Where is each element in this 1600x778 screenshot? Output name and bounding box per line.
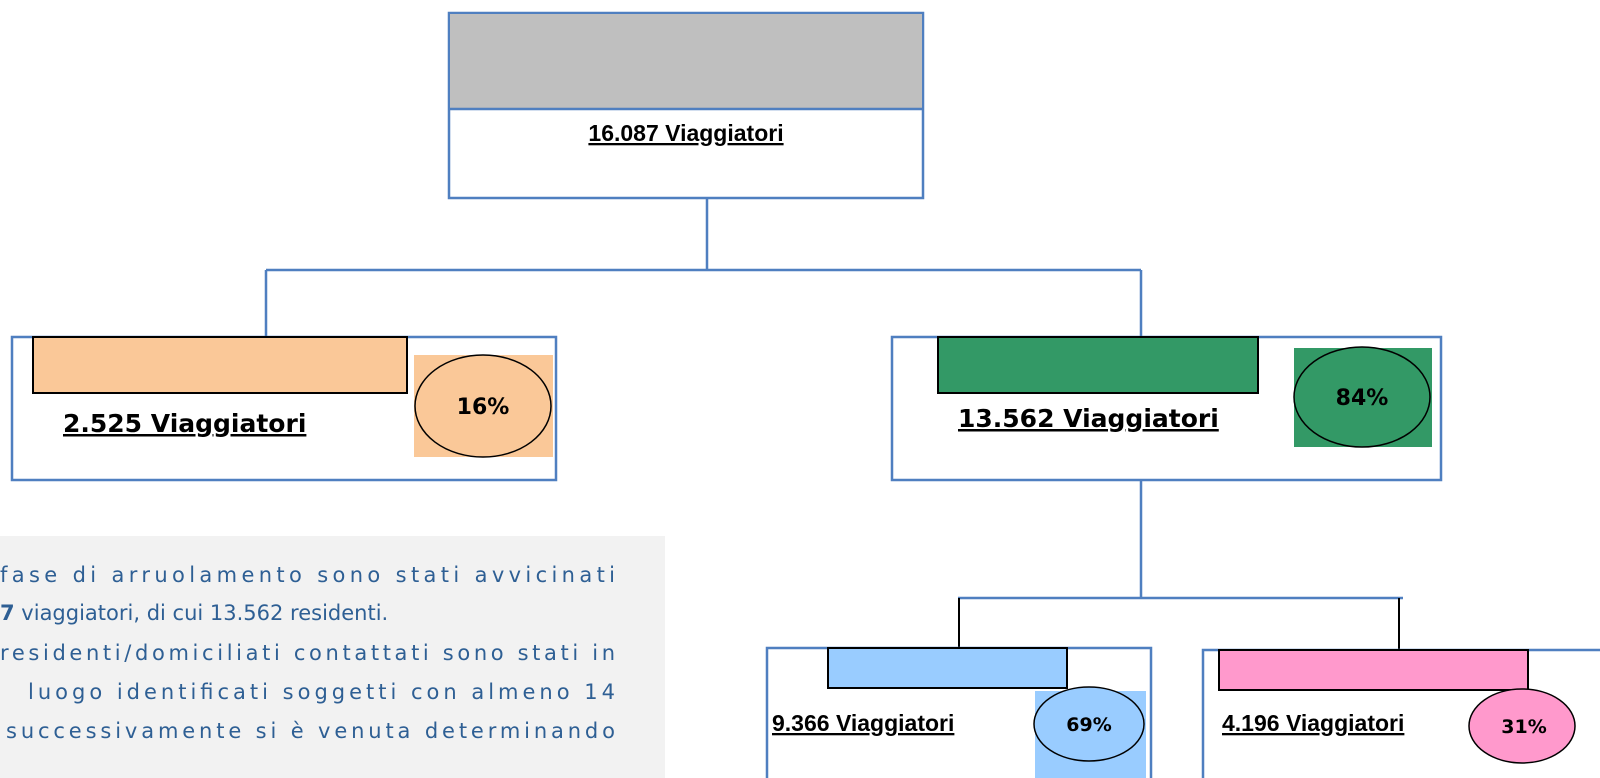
panel-line: successivamente si è venuta determinando bbox=[6, 719, 615, 743]
node-label: 9.366 Viaggiatori bbox=[772, 710, 954, 736]
percent-ellipse bbox=[1293, 346, 1431, 448]
node-header bbox=[1218, 649, 1529, 691]
node-label: 2.525 Viaggiatori bbox=[63, 409, 306, 438]
panel-text: viaggiatori, di cui 13.562 residenti. bbox=[15, 601, 389, 625]
node-label: 13.562 Viaggiatori bbox=[958, 404, 1219, 433]
panel-line: fase di arruolamento sono stati avvicina… bbox=[0, 563, 615, 587]
percent-ellipse bbox=[1033, 686, 1145, 762]
panel-line: 7 viaggiatori, di cui 13.562 residenti. bbox=[0, 601, 388, 625]
panel-line: luogo identificati soggetti con almeno 1… bbox=[28, 680, 615, 704]
node-header bbox=[827, 647, 1068, 689]
percent: 84% bbox=[1336, 386, 1389, 411]
node-header bbox=[32, 336, 408, 394]
connector bbox=[958, 598, 1400, 650]
percent: 16% bbox=[457, 395, 510, 420]
panel-bold: 7 bbox=[0, 601, 15, 625]
percent-ellipse bbox=[414, 354, 552, 458]
connector bbox=[264, 198, 1403, 600]
node-label: 16.087 Viaggiatori bbox=[588, 120, 783, 146]
node-header bbox=[450, 14, 922, 109]
percent: 69% bbox=[1066, 714, 1111, 736]
text-panel bbox=[0, 536, 665, 778]
percent-ellipse bbox=[1468, 688, 1576, 764]
percent: 31% bbox=[1501, 716, 1546, 738]
node-header bbox=[937, 336, 1259, 394]
node-label: 4.196 Viaggiatori bbox=[1222, 710, 1404, 736]
